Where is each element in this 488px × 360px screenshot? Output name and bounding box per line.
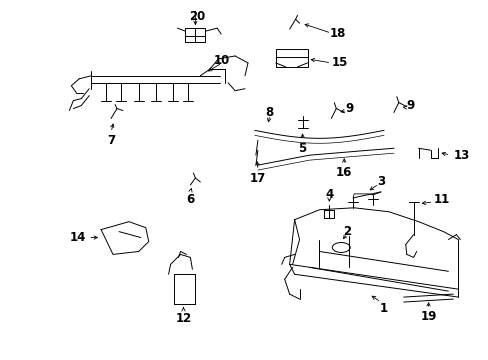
Text: 5: 5	[298, 142, 306, 155]
Text: 17: 17	[249, 171, 265, 185]
Text: 11: 11	[433, 193, 449, 206]
Text: 12: 12	[175, 312, 191, 325]
Text: 18: 18	[328, 27, 345, 40]
Text: 16: 16	[335, 166, 352, 179]
Text: 20: 20	[189, 10, 205, 23]
Bar	[275, 49, 307, 67]
Text: 14: 14	[70, 231, 86, 244]
Text: 2: 2	[343, 225, 350, 238]
Text: 4: 4	[325, 188, 333, 201]
Text: 10: 10	[214, 54, 230, 67]
Text: 3: 3	[376, 175, 384, 189]
Text: 15: 15	[331, 57, 347, 69]
Text: 9: 9	[345, 102, 353, 115]
Text: 1: 1	[379, 302, 387, 315]
Text: 19: 19	[420, 310, 436, 323]
Text: 7: 7	[107, 134, 115, 147]
Text: 13: 13	[452, 149, 468, 162]
Text: 9: 9	[406, 99, 414, 112]
Bar	[185, 28, 205, 42]
Text: 8: 8	[265, 106, 273, 119]
Text: 6: 6	[186, 193, 194, 206]
